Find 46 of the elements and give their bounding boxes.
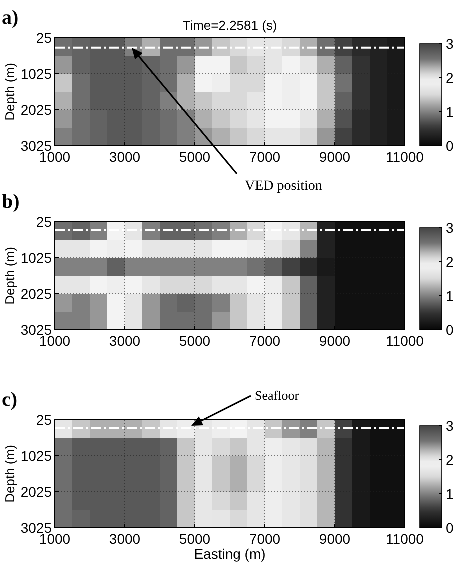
chart-title: Time=2.2581 (s) xyxy=(182,18,278,33)
y-tick-label: 25 xyxy=(36,30,52,46)
color-bar-label: 1 xyxy=(446,288,454,304)
y-tick-label: 2025 xyxy=(20,286,52,302)
text: VED position xyxy=(245,179,322,194)
color-bar-label: 2 xyxy=(446,70,454,86)
x-tick-label: 3000 xyxy=(109,333,141,349)
x-tick-label: 3000 xyxy=(109,531,141,547)
y-axis-title: Depth (m) xyxy=(2,247,18,305)
y-axis-title: Depth (m) xyxy=(2,63,18,121)
y-axis-title: Depth (m) xyxy=(2,445,18,503)
color-bar-label: 0 xyxy=(446,138,454,154)
y-tick-label: 2025 xyxy=(20,484,52,500)
color-bar-label: 3 xyxy=(446,418,454,434)
color-bar-label: 0 xyxy=(446,322,454,338)
x-tick-label: 9000 xyxy=(319,149,351,165)
x-tick-label: 9000 xyxy=(319,531,351,547)
color-bar-label: 0 xyxy=(446,520,454,536)
x-tick-label: 5000 xyxy=(179,149,211,165)
x-tick-label: 11000 xyxy=(386,149,424,165)
x-tick-label: 3000 xyxy=(109,149,141,165)
text: c) xyxy=(2,389,18,411)
y-tick-label: 25 xyxy=(36,412,52,428)
text: a) xyxy=(2,7,19,29)
x-tick-label: 11000 xyxy=(386,531,424,547)
text: b) xyxy=(2,191,20,213)
x-tick-label: 7000 xyxy=(249,333,281,349)
x-axis-title: Easting (m) xyxy=(194,546,266,562)
y-tick-label: 25 xyxy=(36,214,52,230)
x-tick-label: 11000 xyxy=(386,333,424,349)
x-tick-label: 9000 xyxy=(319,333,351,349)
color-bar-label: 1 xyxy=(446,104,454,120)
color-bar-label: 2 xyxy=(446,254,454,270)
x-tick-label: 7000 xyxy=(249,149,281,165)
color-bar-label: 3 xyxy=(446,220,454,236)
y-tick-label: 2025 xyxy=(20,102,52,118)
y-tick-label: 1025 xyxy=(20,66,52,82)
color-bar-label: 2 xyxy=(446,452,454,468)
y-tick-label: 1025 xyxy=(20,448,52,464)
x-tick-label: 5000 xyxy=(179,333,211,349)
x-tick-label: 5000 xyxy=(179,531,211,547)
color-bar-label: 3 xyxy=(446,36,454,52)
text: Seafloor xyxy=(255,388,300,403)
color-bar-label: 1 xyxy=(446,486,454,502)
y-tick-label: 1025 xyxy=(20,250,52,266)
x-tick-label: 7000 xyxy=(249,531,281,547)
